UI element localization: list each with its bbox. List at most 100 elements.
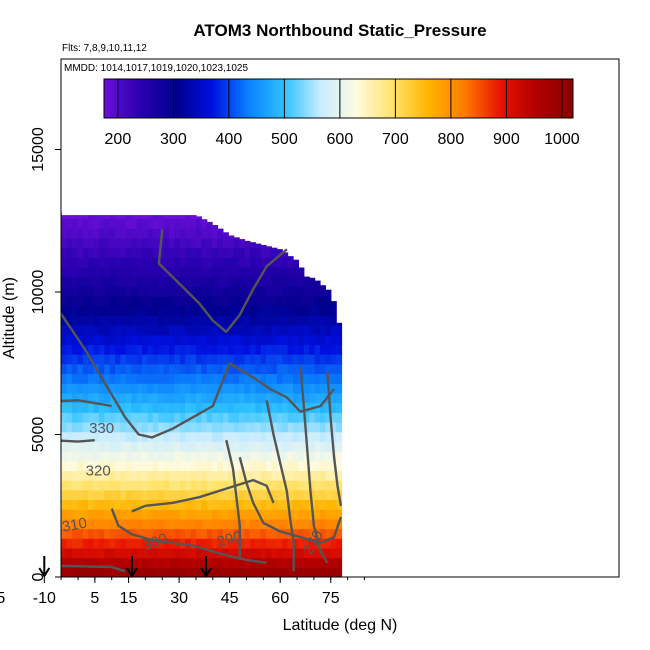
heatmap-cell	[174, 247, 181, 258]
heatmap-cell	[77, 286, 84, 297]
heatmap-cell	[71, 354, 78, 365]
heatmap-cell	[325, 402, 332, 413]
heatmap-cell	[131, 363, 138, 375]
heatmap-cell	[125, 373, 132, 384]
heatmap-cell	[147, 325, 154, 336]
heatmap-cell	[201, 412, 208, 423]
heatmap-cell	[293, 441, 299, 452]
heatmap-cell	[77, 547, 84, 559]
heatmap-cell	[61, 412, 68, 423]
heatmap-cell	[169, 470, 175, 481]
heatmap-cell	[34, 315, 40, 325]
heatmap-cell	[71, 509, 78, 520]
heatmap-cell	[169, 489, 175, 501]
heatmap-cell	[196, 460, 202, 471]
heatmap-cell	[98, 499, 105, 510]
heatmap-cell	[336, 470, 343, 481]
heatmap-cell	[287, 470, 294, 481]
heatmap-cell	[244, 499, 251, 510]
heatmap-cell	[34, 228, 40, 238]
heatmap-cell	[260, 325, 267, 336]
heatmap-cell	[325, 289, 332, 297]
heatmap-cell	[13, 519, 19, 529]
heatmap-cell	[152, 218, 159, 229]
heatmap-cell	[185, 470, 192, 481]
heatmap-cell	[66, 480, 73, 491]
heatmap-cell	[276, 518, 283, 530]
heatmap-cell	[212, 344, 219, 355]
heatmap-cell	[120, 547, 127, 559]
heatmap-cell	[104, 441, 111, 452]
heatmap-cell	[320, 296, 326, 307]
heatmap-cell	[179, 218, 186, 229]
heatmap-cell	[131, 489, 138, 501]
heatmap-cell	[66, 489, 73, 501]
heatmap-cell	[61, 373, 68, 384]
heatmap-cell	[61, 257, 68, 268]
heatmap-cell	[120, 489, 127, 501]
heatmap-cell	[29, 257, 35, 267]
heatmap-cell	[120, 247, 127, 258]
flights-label: Flts: 7,8,9,10,11,12	[62, 43, 147, 54]
heatmap-cell	[142, 402, 148, 413]
heatmap-cell	[104, 557, 111, 568]
heatmap-cell	[147, 344, 154, 355]
heatmap-cell	[71, 402, 78, 413]
heatmap-cell	[77, 296, 84, 307]
heatmap-cell	[201, 237, 208, 249]
heatmap-cell	[66, 518, 73, 530]
heatmap-cell	[142, 344, 148, 355]
heatmap-cell	[330, 499, 337, 510]
heatmap-cell	[212, 412, 219, 423]
heatmap-cell	[0, 567, 2, 577]
heatmap-cell	[249, 296, 256, 307]
heatmap-cell	[196, 528, 202, 539]
heatmap-cell	[179, 296, 186, 307]
heatmap-cell	[266, 325, 272, 336]
heatmap-cell	[50, 335, 56, 345]
heatmap-cell	[249, 538, 256, 549]
heatmap-cell	[179, 215, 186, 220]
heatmap-cell	[303, 383, 310, 394]
heatmap-cell	[7, 548, 13, 558]
heatmap-cell	[71, 557, 78, 568]
heatmap-cell	[233, 412, 240, 423]
heatmap-cell	[50, 315, 56, 325]
heatmap-cell	[244, 528, 251, 539]
heatmap-cell	[179, 470, 186, 481]
heatmap-cell	[115, 431, 122, 442]
heatmap-cell	[136, 305, 143, 316]
heatmap-cell	[23, 383, 29, 393]
heatmap-cell	[77, 257, 84, 268]
heatmap-cell	[13, 383, 19, 393]
heatmap-cell	[136, 567, 143, 577]
heatmap-cell	[45, 257, 51, 267]
heatmap-cell	[206, 518, 213, 530]
heatmap-cell	[266, 246, 272, 249]
heatmap-cell	[196, 547, 202, 559]
heatmap-cell	[77, 266, 84, 278]
heatmap-cell	[66, 460, 73, 471]
heatmap-cell	[98, 538, 105, 549]
heatmap-cell	[228, 441, 235, 452]
heatmap-cell	[282, 296, 289, 307]
heatmap-cell	[266, 373, 272, 384]
heatmap-cell	[13, 393, 19, 403]
heatmap-cell	[77, 383, 84, 394]
heatmap-cell	[82, 470, 89, 481]
heatmap-cell	[93, 431, 100, 442]
heatmap-cell	[50, 538, 56, 548]
heatmap-cell	[271, 392, 278, 404]
heatmap-cell	[98, 218, 105, 229]
heatmap-cell	[303, 412, 310, 423]
heatmap-cell	[206, 441, 213, 452]
heatmap-cell	[109, 334, 116, 346]
heatmap-cell	[287, 344, 294, 355]
sounding-arrow-head	[126, 567, 138, 578]
heatmap-cell	[163, 296, 170, 307]
heatmap-cell	[29, 470, 35, 480]
heatmap-cell	[120, 402, 127, 413]
heatmap-cell	[120, 315, 127, 326]
y-axis-label: Altitude (m)	[1, 277, 18, 359]
